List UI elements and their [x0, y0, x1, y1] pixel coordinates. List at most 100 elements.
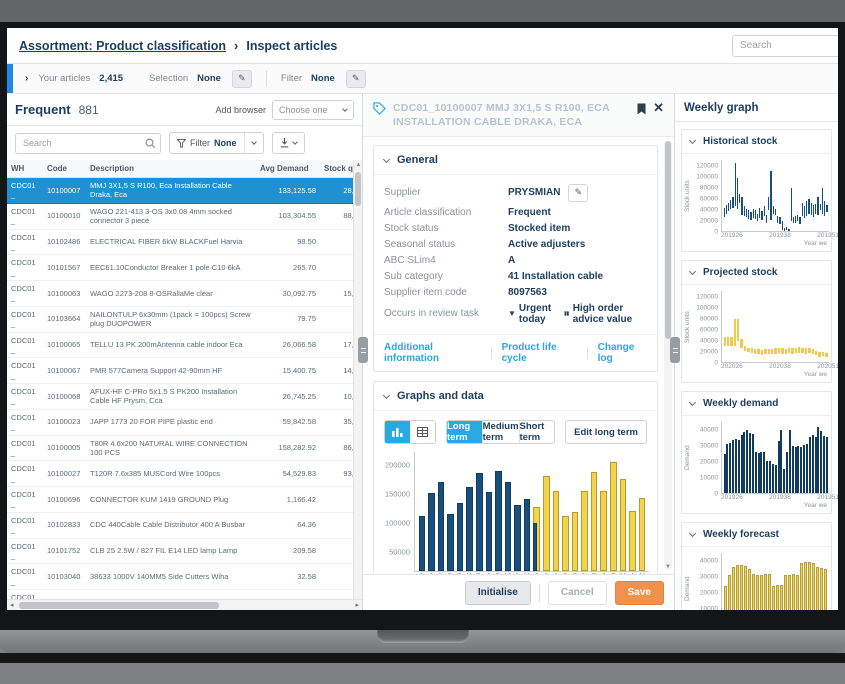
bookmark-icon: [637, 103, 646, 115]
table-row[interactable]: CDC01_ 10103664 NAILONTULP 6x30mm (1pack =…: [7, 306, 362, 333]
close-detail-button[interactable]: ✕: [653, 100, 664, 115]
table-horizontal-scrollbar[interactable]: ◂ ▸: [7, 599, 362, 610]
table-row[interactable]: CDC01_10100565KMMR 1050-10Cable 50 mm2 C…: [7, 589, 362, 599]
general-field-row: Seasonal status Active adjusters: [374, 236, 657, 252]
table-vertical-scrollbar[interactable]: ▲: [353, 160, 362, 599]
column-header[interactable]: Code: [43, 160, 86, 178]
scroll-up-arrow-icon[interactable]: ▲: [355, 162, 362, 168]
table-row[interactable]: CDC01_ 10101752 CLB 25 2.5W / 827 FIL E14 …: [7, 538, 362, 565]
cell-desc: TELLU 13 PK 200mAntenna cable indoor Eca: [86, 332, 256, 359]
table-row[interactable]: CDC01_ 10100696 CONNECTOR KUM 1419 GROUND …: [7, 486, 362, 513]
cancel-button[interactable]: Cancel: [547, 580, 607, 605]
general-section-header[interactable]: General: [374, 146, 657, 176]
list-filter-button[interactable]: Filter None: [169, 132, 264, 154]
field-label: ABC SLim4: [384, 254, 436, 266]
bar: [771, 463, 774, 493]
column-header[interactable]: Description: [86, 160, 256, 178]
chevron-down-icon: [250, 139, 257, 145]
hilo-bar: [726, 337, 730, 346]
graphs-section-header[interactable]: Graphs and data: [374, 382, 657, 412]
detail-vertical-scrollbar[interactable]: ▼: [664, 141, 672, 570]
review-task-item[interactable]: ▼ Urgent today: [508, 303, 551, 325]
scroll-left-arrow-icon[interactable]: ◂: [10, 602, 14, 609]
link-product-life-cycle[interactable]: Product life cycle: [501, 342, 557, 365]
table-row[interactable]: CDC01_ 10101567 EEC61.10Conductor Breaker …: [7, 254, 362, 281]
table-row[interactable]: CDC01_ 10102486 ELECTRICAL FIBER 6kW BLACK…: [7, 229, 362, 256]
table-row[interactable]: CDC01_ 10102833 CDC 440Cable Cable Distrib…: [7, 512, 362, 539]
tab-medium-term[interactable]: Medium term: [481, 421, 519, 444]
bar-slot: [533, 452, 541, 572]
toolbar-divider: [265, 70, 267, 87]
hilo-bar: [777, 215, 779, 223]
bar: [804, 561, 808, 610]
browser-select[interactable]: Choose one: [272, 99, 354, 120]
table-row[interactable]: CDC01_ 10100005 T80R 4.6x200 NATURAL WIRE …: [7, 435, 362, 462]
table-row[interactable]: CDC01_ 10100068 AFUX-HF C-PRo 5x1.5 S PK20…: [7, 383, 362, 410]
edit-selection-button[interactable]: ✎: [231, 69, 252, 88]
table-row[interactable]: CDC01_ 10100027 T120R 7.6x385 MUSCord Wire…: [7, 460, 362, 487]
footer-divider: [538, 583, 540, 602]
export-button[interactable]: [271, 132, 305, 154]
weekly-forecast-header[interactable]: Weekly forecast: [682, 523, 831, 547]
y-tick: 120000: [696, 162, 718, 170]
projected-stock-header[interactable]: Projected stock: [682, 261, 831, 285]
filter-segment[interactable]: Filter None: [170, 133, 244, 153]
historical-stock-header[interactable]: Historical stock: [682, 130, 831, 154]
save-button[interactable]: Save: [614, 580, 664, 605]
y-tick: 20000: [699, 217, 718, 225]
historical-bar: [533, 522, 538, 572]
expand-chevron-icon[interactable]: ›: [25, 73, 29, 84]
table-row[interactable]: CDC01_ 10100067 PMR 577Camera Support 42-9…: [7, 357, 362, 384]
chart-view-button[interactable]: [385, 421, 410, 444]
bar: [777, 440, 780, 493]
breadcrumb-root-link[interactable]: Assortment: Product classification: [19, 38, 226, 53]
cell-wh: CDC01_: [7, 409, 43, 436]
cell-desc: T80R 4.6x200 NATURAL WIRE CONNECTION 100…: [86, 435, 256, 462]
column-header[interactable]: Stock qty: [320, 160, 362, 178]
field-label: Stock status: [384, 222, 439, 234]
filter-dropdown-segment[interactable]: [243, 133, 263, 153]
detail-footer: Initialise Cancel Save: [363, 574, 674, 610]
weekly-demand-header[interactable]: Weekly demand: [682, 392, 831, 416]
cell-avg: 265.70: [256, 254, 320, 281]
table-view-button[interactable]: [410, 421, 435, 444]
initialise-button[interactable]: Initialise: [464, 580, 531, 605]
scroll-right-arrow-icon[interactable]: ▸: [355, 602, 359, 609]
table-row[interactable]: CDC01_ 10103040 38633 1000V 140MM5 Side Cu…: [7, 563, 362, 590]
table-row[interactable]: CDC01_ 10100063 WAGO 2273-208 8-OSRallaMe …: [7, 280, 362, 307]
hilo-bar: [734, 162, 736, 207]
funnel-icon: [177, 138, 186, 148]
bookmark-button[interactable]: [637, 103, 646, 117]
scrollbar-thumb[interactable]: [665, 141, 671, 339]
column-header[interactable]: Avg Demand: [256, 160, 320, 178]
tab-short-term[interactable]: Short term: [518, 421, 555, 444]
global-search-input[interactable]: [732, 34, 838, 57]
edit-filter-button[interactable]: ✎: [345, 69, 366, 88]
review-task-item[interactable]: High order advice value: [564, 303, 639, 325]
y-tick: 10000: [699, 474, 718, 482]
bar: [786, 452, 789, 493]
edit-long-term-button[interactable]: Edit long term: [565, 420, 647, 445]
table-row[interactable]: CDC01_ 10100065 TELLU 13 PK 200mAntenna ca…: [7, 332, 362, 359]
table-row[interactable]: CDC01_ 10100023 JAPP 1773 20 FOR PIPE plas…: [7, 409, 362, 436]
table-row[interactable]: CDC01_ 10100007 MMJ 3X1,5 S R100, Eca Inst…: [7, 177, 362, 204]
table-row[interactable]: CDC01_ 10100010 WAGO 221-413 3-OS 3x0.08 4…: [7, 203, 362, 230]
download-segment[interactable]: [273, 133, 304, 153]
hilo-bar: [801, 202, 803, 216]
weekly-graph-title: Weekly graph: [684, 101, 759, 114]
scrollbar-thumb[interactable]: [19, 602, 219, 609]
link-additional-information[interactable]: Additional information: [384, 342, 439, 365]
column-header[interactable]: WH: [7, 160, 43, 178]
scrollbar-thumb[interactable]: [355, 172, 361, 206]
panel-collapse-handle-left[interactable]: [358, 337, 368, 363]
edit-supplier-button[interactable]: ✎: [568, 183, 589, 202]
link-change-log[interactable]: Change log: [597, 342, 635, 365]
your-articles-count: 2,415: [99, 73, 124, 84]
scroll-down-arrow-icon[interactable]: ▼: [665, 564, 671, 570]
cell-wh: CDC01_: [7, 280, 43, 307]
weekly-graph-body: Historical stock Stock units 0 20000 40000 60…: [675, 122, 838, 610]
bar: [792, 574, 796, 610]
panel-collapse-handle-right[interactable]: [670, 337, 680, 363]
list-search-input[interactable]: [15, 132, 161, 154]
tab-long-term[interactable]: Long term: [447, 421, 482, 444]
